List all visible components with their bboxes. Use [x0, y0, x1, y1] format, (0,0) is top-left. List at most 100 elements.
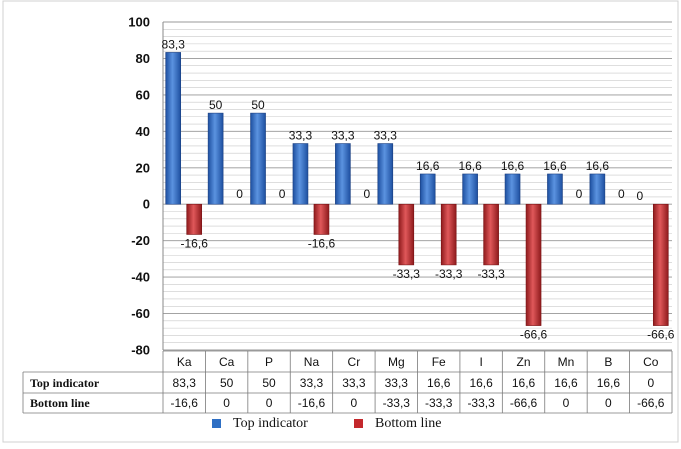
bar-top-indicator — [250, 112, 266, 205]
data-label-top-indicator: 16,6 — [416, 159, 440, 173]
table-cell-bottom-line: -66,6 — [637, 396, 665, 410]
bar-top-indicator — [165, 52, 182, 205]
category-label: B — [604, 355, 612, 369]
category-label: P — [265, 355, 273, 369]
data-label-top-indicator: 83,3 — [162, 37, 186, 51]
legend: Top indicator Bottom line — [212, 416, 442, 431]
category-label: Mn — [558, 355, 575, 369]
data-label-bottom-line: 0 — [364, 187, 371, 201]
data-label-top-indicator: 33,3 — [374, 129, 398, 143]
legend-swatch-bottom-line — [354, 419, 363, 428]
table-cell-top-indicator: 16,6 — [427, 376, 451, 390]
grid-layer: 100 80 60 40 20 0 -20 -40 -60 -80 — [128, 15, 672, 358]
table-cell-bottom-line: 0 — [266, 396, 273, 410]
data-label-top-indicator: 0 — [636, 189, 643, 203]
data-label-bottom-line: -16,6 — [181, 236, 209, 250]
table-cell-top-indicator: 16,6 — [469, 376, 493, 390]
y-tick-label: 20 — [136, 160, 150, 175]
data-label-bottom-line: -33,3 — [477, 267, 505, 281]
bar-top-indicator — [547, 173, 563, 205]
legend-swatch-top-indicator — [212, 419, 221, 428]
category-label: Mg — [388, 355, 405, 369]
table-cell-bottom-line: 0 — [351, 396, 358, 410]
table-cell-top-indicator: 33,3 — [385, 376, 409, 390]
y-tick-label: 80 — [136, 51, 150, 66]
bar-bottom-line — [483, 203, 499, 266]
bar-bottom-line — [652, 203, 669, 326]
data-label-top-indicator: 50 — [251, 98, 265, 112]
table-row-label-bottom-line: Bottom line — [30, 396, 90, 410]
category-label: Zn — [517, 355, 531, 369]
data-label-top-indicator: 16,6 — [501, 159, 525, 173]
data-label-bottom-line: -66,6 — [520, 328, 548, 342]
label-layer: 83,3 -16,6 50 0 50 0 33,3 -16,6 33,3 0 33,3 -33,3 16… — [162, 37, 675, 341]
bar-bottom-line — [525, 203, 542, 326]
bar-layer — [165, 52, 669, 326]
table-cell-bottom-line: -33,3 — [425, 396, 453, 410]
y-tick-label: -60 — [131, 306, 150, 321]
data-label-bottom-line: 0 — [576, 187, 583, 201]
y-tick-label: 40 — [136, 124, 150, 139]
category-label: Na — [304, 355, 320, 369]
bar-bottom-line — [398, 203, 415, 266]
data-label-bottom-line: 0 — [618, 187, 625, 201]
table-cell-bottom-line: -33,3 — [383, 396, 411, 410]
y-tick-label: -20 — [131, 233, 150, 248]
bar-bottom-line — [440, 203, 457, 266]
data-table: Ka 83,3 -16,6 Ca 50 0 P 50 0 Na 33,3 -16,6 Cr 33,3 0 Mg… — [22, 350, 673, 414]
bar-top-indicator — [377, 143, 394, 205]
y-tick-label: 60 — [136, 87, 150, 102]
table-cell-top-indicator: 16,6 — [512, 376, 536, 390]
y-tick-label: 100 — [128, 15, 150, 30]
bar-top-indicator — [292, 143, 309, 205]
category-label: Ca — [219, 355, 235, 369]
bar-top-indicator — [419, 173, 436, 205]
table-cell-top-indicator: 16,6 — [554, 376, 578, 390]
table-cell-top-indicator: 50 — [220, 376, 234, 390]
data-label-bottom-line: -33,3 — [435, 267, 463, 281]
y-tick-label: -80 — [131, 343, 150, 358]
legend-label-top-indicator: Top indicator — [233, 416, 308, 431]
table-cell-bottom-line: -16,6 — [298, 396, 326, 410]
category-label: Fe — [432, 355, 446, 369]
table-cell-bottom-line: 0 — [605, 396, 612, 410]
data-label-top-indicator: 16,6 — [543, 159, 567, 173]
category-label: Co — [643, 355, 659, 369]
y-tick-label: -40 — [131, 270, 150, 285]
table-cell-top-indicator: 33,3 — [300, 376, 324, 390]
data-label-top-indicator: 33,3 — [289, 129, 313, 143]
bar-bottom-line — [186, 203, 203, 235]
table-cell-top-indicator: 0 — [647, 376, 654, 390]
data-label-bottom-line: -66,6 — [647, 328, 675, 342]
bar-top-indicator — [462, 173, 478, 205]
table-cell-bottom-line: -66,6 — [510, 396, 538, 410]
table-cell-bottom-line: -33,3 — [467, 396, 495, 410]
bar-top-indicator — [589, 173, 606, 205]
data-label-top-indicator: 50 — [209, 98, 223, 112]
y-tick-label: 0 — [143, 197, 150, 212]
data-label-bottom-line: -33,3 — [393, 267, 421, 281]
bar-top-indicator — [335, 143, 351, 205]
data-label-bottom-line: 0 — [279, 187, 286, 201]
data-label-top-indicator: 33,3 — [331, 129, 355, 143]
table-cell-bottom-line: 0 — [223, 396, 230, 410]
table-cell-top-indicator: 50 — [262, 376, 276, 390]
table-cell-bottom-line: 0 — [563, 396, 570, 410]
bar-top-indicator — [207, 112, 224, 205]
legend-label-bottom-line: Bottom line — [375, 416, 442, 431]
data-label-bottom-line: -16,6 — [308, 236, 336, 250]
bar-bottom-line — [313, 203, 330, 235]
table-cell-top-indicator: 33,3 — [342, 376, 366, 390]
table-cell-bottom-line: -16,6 — [171, 396, 199, 410]
table-row-label-top-indicator: Top indicator — [30, 376, 100, 390]
table-cell-top-indicator: 83,3 — [173, 376, 197, 390]
category-label: I — [479, 355, 482, 369]
table-cell-top-indicator: 16,6 — [597, 376, 621, 390]
data-label-bottom-line: 0 — [236, 187, 243, 201]
category-label: Cr — [348, 355, 361, 369]
category-label: Ka — [177, 355, 192, 369]
data-label-top-indicator: 16,6 — [586, 159, 610, 173]
